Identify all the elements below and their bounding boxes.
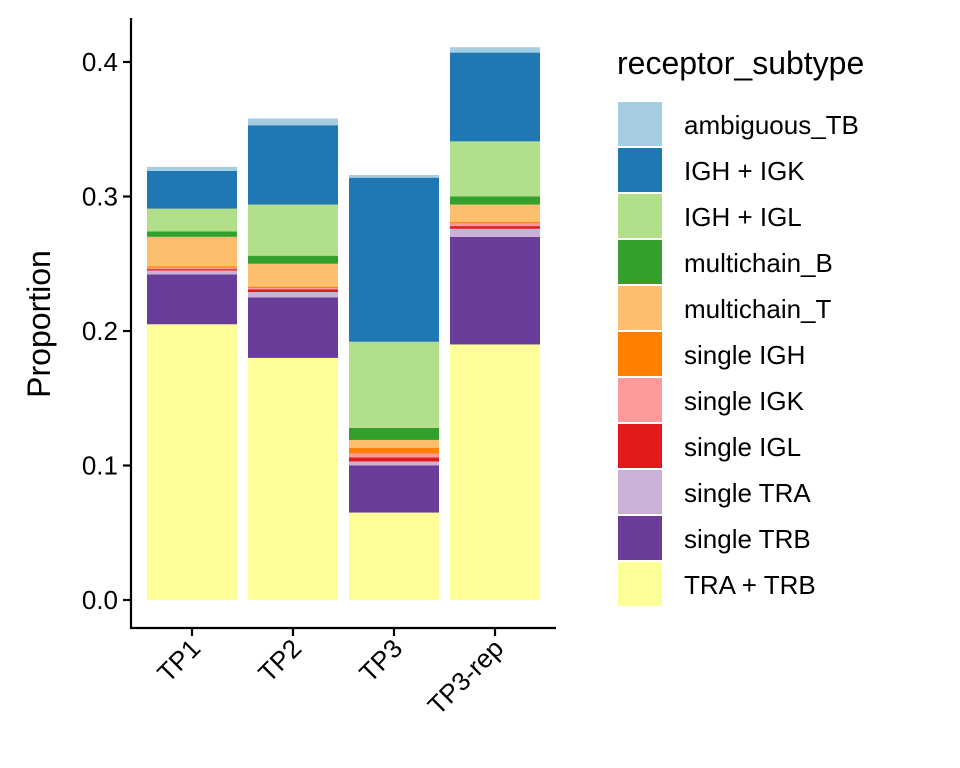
bar-segment-tp3-multichain-b bbox=[349, 427, 439, 440]
bar-segment-tp2-single-igk bbox=[248, 287, 338, 290]
legend-label: ambiguous_TB bbox=[684, 110, 859, 140]
bar-segment-tp1-multichain-b bbox=[147, 231, 237, 237]
bar-segment-tp2-single-tra bbox=[248, 291, 338, 298]
bar-segment-tp3-rep-single-igk bbox=[450, 223, 540, 227]
bar-segment-tp2-single-igh bbox=[248, 286, 338, 288]
bar-segment-tp1-ambiguous-tb bbox=[147, 166, 237, 171]
bar-segment-tp3-igh-igk bbox=[349, 177, 439, 342]
legend-swatch bbox=[618, 148, 662, 192]
legend-items: ambiguous_TB IGH + IGK IGH + IGL multichain… bbox=[618, 102, 859, 606]
x-tick-label: TP3-rep bbox=[422, 633, 510, 721]
bar-segment-tp3-tra-trb bbox=[349, 512, 439, 600]
bar-segment-tp3-rep-igh-igk bbox=[450, 52, 540, 142]
x-tick-label: TP1 bbox=[151, 633, 206, 688]
legend-swatch bbox=[618, 378, 662, 422]
bar-segment-tp3-single-trb bbox=[349, 465, 439, 513]
y-axis-title: Proportion bbox=[21, 250, 57, 398]
legend-label: single TRB bbox=[684, 524, 811, 554]
legend-label: IGH + IGK bbox=[684, 156, 805, 186]
legend-label: single TRA bbox=[684, 478, 811, 508]
bar-segment-tp3-single-tra bbox=[349, 461, 439, 466]
bar-segment-tp3-rep-tra-trb bbox=[450, 344, 540, 600]
y-tick-label: 0.2 bbox=[82, 316, 118, 346]
legend-label: IGH + IGL bbox=[684, 202, 802, 232]
legend: receptor_subtype ambiguous_TB IGH + IGK IG… bbox=[617, 45, 864, 606]
bar-segment-tp2-single-trb bbox=[248, 297, 338, 358]
bar-segment-tp3-rep-igh-igl bbox=[450, 141, 540, 197]
bar-segment-tp1-single-igh bbox=[147, 266, 237, 268]
legend-label: single IGK bbox=[684, 386, 805, 416]
bar-segment-tp1-multichain-t bbox=[147, 236, 237, 267]
bar-segment-tp3-rep-multichain-t bbox=[450, 204, 540, 223]
bar-segment-tp1-single-trb bbox=[147, 274, 237, 325]
legend-swatch bbox=[618, 562, 662, 606]
bar-segment-tp2-multichain-b bbox=[248, 255, 338, 264]
legend-swatch bbox=[618, 424, 662, 468]
bar-segment-tp3-single-igl bbox=[349, 457, 439, 462]
legend-title: receptor_subtype bbox=[617, 45, 864, 81]
legend-label: multichain_B bbox=[684, 248, 833, 278]
legend-swatch bbox=[618, 332, 662, 376]
axes-layer bbox=[129, 18, 556, 630]
bar-segment-tp3-single-igh bbox=[349, 448, 439, 454]
legend-swatch bbox=[618, 102, 662, 146]
bar-segment-tp1-igh-igk bbox=[147, 170, 237, 209]
y-ticks: 0.0 0.1 0.2 0.3 0.4 bbox=[82, 47, 131, 615]
bars-layer bbox=[147, 47, 540, 600]
bar-segment-tp3-rep-single-tra bbox=[450, 228, 540, 237]
y-tick-label: 0.1 bbox=[82, 451, 118, 481]
bar-segment-tp1-single-tra bbox=[147, 270, 237, 275]
x-tick-label: TP2 bbox=[252, 633, 307, 688]
y-tick-label: 0.0 bbox=[82, 585, 118, 615]
bar-segment-tp3-rep-ambiguous-tb bbox=[450, 47, 540, 53]
legend-label: single IGH bbox=[684, 340, 805, 370]
bar-segment-tp2-ambiguous-tb bbox=[248, 118, 338, 126]
bar-segment-tp3-single-igk bbox=[349, 453, 439, 458]
bar-segment-tp2-multichain-t bbox=[248, 263, 338, 287]
legend-swatch bbox=[618, 286, 662, 330]
y-tick-label: 0.3 bbox=[82, 182, 118, 212]
legend-label: single IGL bbox=[684, 432, 801, 462]
bar-segment-tp2-tra-trb bbox=[248, 357, 338, 600]
bar-segment-tp3-igh-igl bbox=[349, 341, 439, 428]
legend-swatch bbox=[618, 194, 662, 238]
legend-label: TRA + TRB bbox=[684, 570, 816, 600]
bar-segment-tp3-multichain-t bbox=[349, 439, 439, 449]
bar-segment-tp3-rep-single-igh bbox=[450, 222, 540, 224]
x-tick-label: TP3 bbox=[353, 633, 408, 688]
bar-segment-tp3-rep-single-trb bbox=[450, 236, 540, 345]
bar-segment-tp2-single-igl bbox=[248, 289, 338, 292]
x-ticks: TP1 TP2 TP3 TP3-rep bbox=[151, 628, 509, 721]
legend-swatch bbox=[618, 470, 662, 514]
bar-segment-tp2-igh-igk bbox=[248, 125, 338, 205]
legend-label: multichain_T bbox=[684, 294, 832, 324]
bar-segment-tp1-igh-igl bbox=[147, 208, 237, 232]
bar-segment-tp1-single-igk bbox=[147, 267, 237, 270]
bar-segment-tp3-rep-multichain-b bbox=[450, 196, 540, 205]
bar-segment-tp3-ambiguous-tb bbox=[349, 174, 439, 178]
bar-segment-tp3-rep-single-igl bbox=[450, 226, 540, 229]
y-tick-label: 0.4 bbox=[82, 47, 118, 77]
legend-swatch bbox=[618, 516, 662, 560]
bar-segment-tp1-tra-trb bbox=[147, 324, 237, 600]
bar-segment-tp1-single-igl bbox=[147, 269, 237, 271]
bar-segment-tp2-igh-igl bbox=[248, 204, 338, 256]
legend-swatch bbox=[618, 240, 662, 284]
